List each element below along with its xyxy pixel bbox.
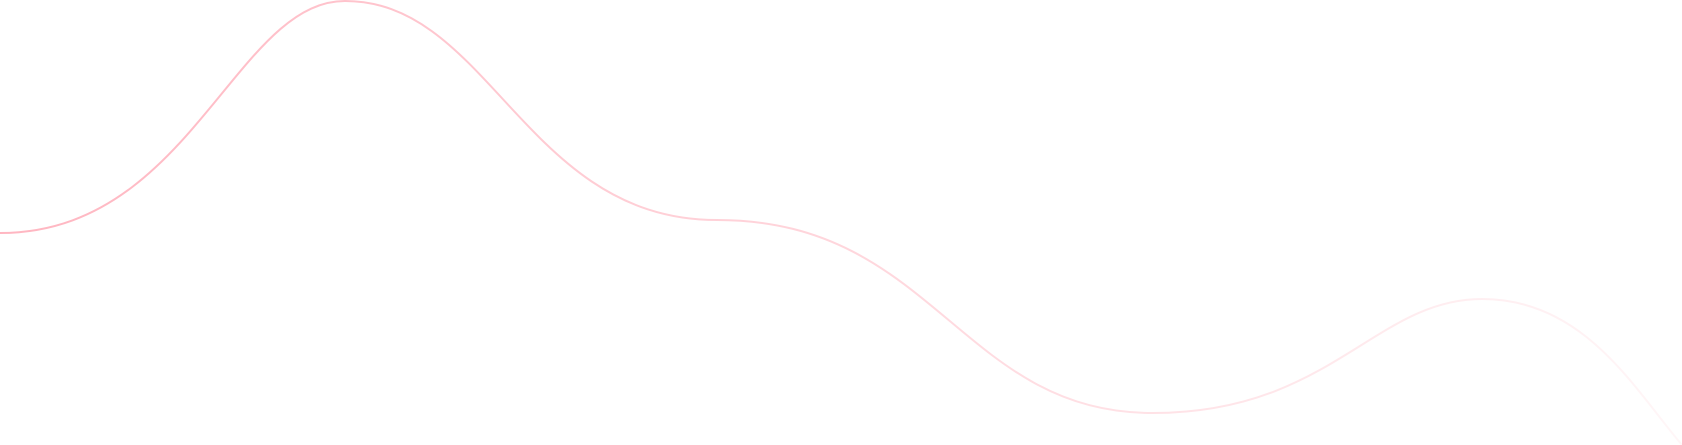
wave-line-graphic bbox=[0, 0, 1682, 445]
wave-line bbox=[0, 0, 1682, 445]
decorative-wave-background bbox=[0, 0, 1682, 445]
